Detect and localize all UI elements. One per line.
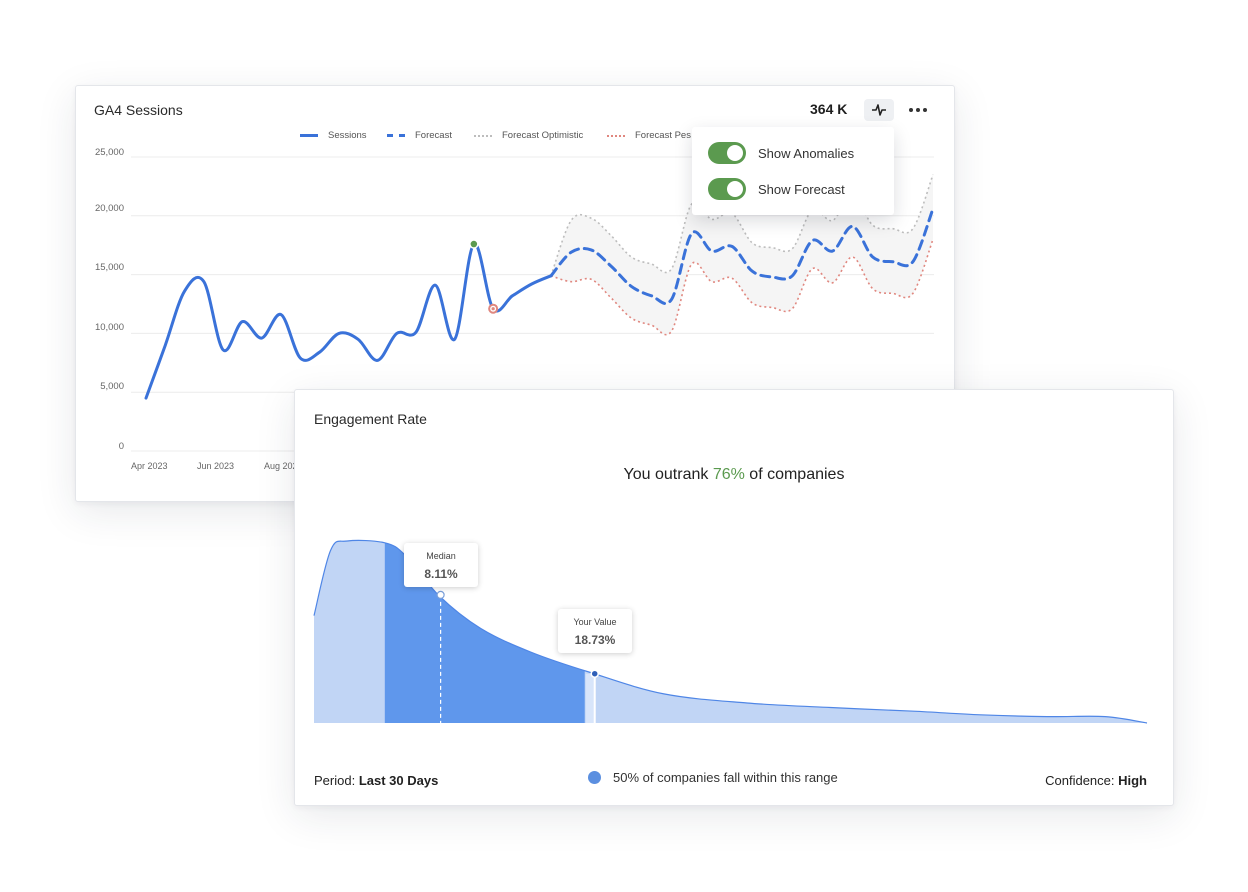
legend-sessions[interactable]: Sessions — [300, 130, 367, 141]
y-tick-label: 15,000 — [94, 262, 124, 273]
x-tick-label: Apr 2023 — [131, 461, 168, 471]
anomaly-high-marker — [469, 239, 479, 249]
pulse-icon — [872, 104, 886, 116]
widget-title: Engagement Rate — [314, 411, 427, 427]
confidence-label: Confidence: — [1045, 773, 1119, 788]
period-label: Period: — [314, 773, 359, 788]
legend-swatch — [607, 134, 625, 137]
range-legend: 50% of companies fall within this range — [588, 770, 838, 785]
period-info: Period: Last 30 Days — [314, 773, 438, 788]
legend-forecast[interactable]: Forecast — [387, 130, 452, 141]
your-value-marker — [590, 669, 599, 678]
y-tick-label: 25,000 — [94, 147, 124, 158]
median-callout: Median 8.11% — [404, 543, 478, 587]
y-tick-label: 0 — [118, 441, 124, 452]
callout-value: 18.73% — [574, 633, 616, 647]
more-horizontal-icon — [909, 108, 913, 112]
confidence-value: High — [1118, 773, 1147, 788]
toggle-switch[interactable] — [708, 142, 746, 164]
your-value-band — [585, 673, 595, 723]
toggle-knob — [727, 181, 743, 197]
x-tick-label: Jun 2023 — [197, 461, 235, 471]
median-marker — [436, 590, 445, 600]
distribution-curve — [313, 539, 1148, 724]
y-tick-label: 10,000 — [94, 322, 124, 333]
toggle-label: Show Forecast — [758, 181, 845, 197]
toggle-label: Show Anomalies — [758, 145, 855, 161]
toggle-knob — [727, 145, 743, 161]
benchmark-headline: You outrank 76% of companies — [295, 466, 1173, 484]
confidence-info: Confidence: High — [1045, 773, 1147, 788]
middle-50-range — [384, 542, 585, 723]
legend-swatch — [474, 134, 492, 137]
x-tick-label: Aug 202 — [264, 461, 298, 471]
engagement-rate-widget: Engagement Rate You outrank 76% of compa… — [294, 389, 1174, 806]
callout-value: 8.11% — [424, 567, 458, 581]
more-dot — [916, 108, 920, 112]
legend-swatch — [300, 134, 318, 137]
toggle-switch[interactable] — [708, 178, 746, 200]
chart-legend: Sessions Forecast Forecast Optimistic Fo… — [76, 130, 954, 146]
legend-label: Forecast Optimistic — [502, 130, 584, 141]
distribution-chart — [313, 539, 1148, 724]
range-dot-icon — [588, 771, 601, 784]
legend-label: Forecast — [415, 130, 452, 141]
forecast-line — [549, 207, 935, 305]
sessions-line — [144, 242, 553, 400]
legend-label: Forecast Pes — [635, 130, 691, 141]
menu-item-show-anomalies[interactable]: Show Anomalies — [708, 142, 854, 164]
period-value: Last 30 Days — [358, 773, 439, 788]
chart-options-menu: Show Anomalies Show Forecast — [692, 127, 894, 215]
headline-percentage: 76% — [712, 466, 745, 483]
y-tick-label: 5,000 — [100, 381, 124, 392]
anomaly-low-marker-dot — [491, 307, 495, 311]
headline-text: You outrank — [623, 466, 713, 483]
legend-forecast-optimistic[interactable]: Forecast Optimistic — [474, 130, 583, 141]
widget-title: GA4 Sessions — [94, 102, 183, 118]
legend-label: Sessions — [328, 130, 367, 141]
y-tick-label: 20,000 — [94, 203, 124, 214]
more-options-button[interactable] — [904, 99, 932, 121]
metric-total: 364 K — [810, 101, 848, 117]
anomaly-toggle-button[interactable] — [864, 99, 894, 121]
callout-label: Your Value — [573, 617, 617, 627]
your-value-callout: Your Value 18.73% — [558, 609, 632, 653]
more-dot — [923, 108, 927, 112]
legend-forecast-pessimistic[interactable]: Forecast Pes — [607, 130, 691, 141]
callout-label: Median — [426, 551, 456, 561]
menu-item-show-forecast[interactable]: Show Forecast — [708, 178, 845, 200]
headline-text: of companies — [744, 466, 845, 483]
range-note: 50% of companies fall within this range — [613, 770, 838, 785]
forecast-optimistic-line — [550, 174, 934, 277]
legend-swatch — [387, 134, 405, 137]
